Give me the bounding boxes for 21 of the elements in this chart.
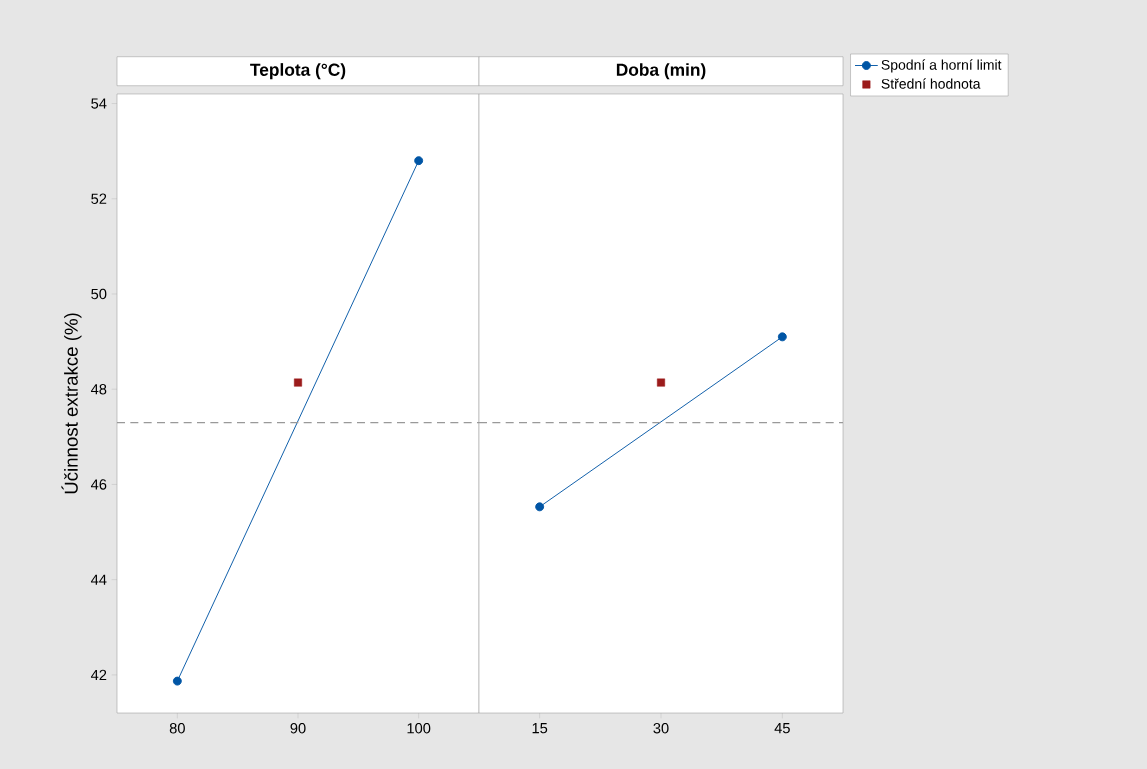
point: [172, 676, 182, 686]
legend-label: Střední hodnota: [881, 78, 981, 89]
chart-title: Teplota (°C): [250, 63, 346, 80]
chart-title: Doba (min): [616, 63, 706, 80]
y-tick-label: 52: [91, 193, 107, 204]
x-tick-label: 45: [774, 723, 790, 734]
point: [294, 378, 303, 387]
y-tick-label: 46: [90, 479, 107, 490]
y-tick-label: 54: [91, 98, 107, 109]
x-tick-label: 30: [653, 723, 669, 734]
x-tick-label: 80: [169, 723, 185, 734]
y-tick-label: 50: [91, 288, 107, 300]
x-tick-label: 15: [532, 723, 548, 734]
point: [414, 156, 424, 166]
y-axis-title: Účinnost extrakce (%): [61, 313, 82, 494]
y-tick-label: 44: [90, 574, 107, 585]
y-tick-label: 42: [90, 669, 107, 681]
legend-label: Spodní a horní limit: [881, 59, 1002, 73]
x-tick-label: 100: [407, 723, 431, 734]
x-tick-label: 90: [290, 723, 306, 734]
y-tick-label: 48: [90, 384, 107, 395]
